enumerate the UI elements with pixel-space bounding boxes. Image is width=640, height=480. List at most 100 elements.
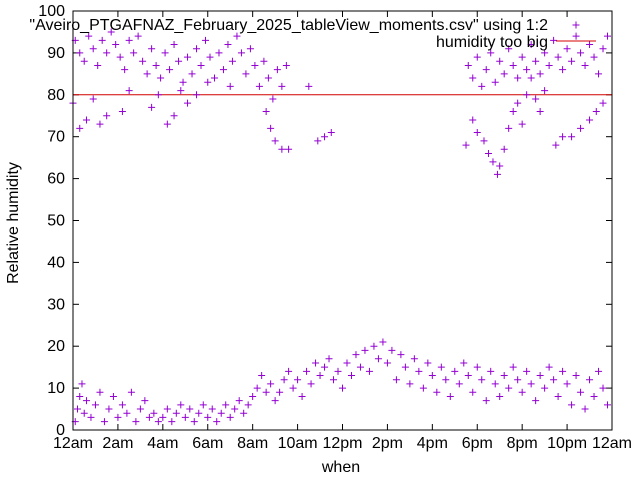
data-point — [179, 78, 187, 86]
data-point — [464, 372, 472, 380]
data-point — [514, 74, 522, 82]
data-point — [563, 45, 571, 53]
data-point — [273, 66, 281, 74]
data-point — [249, 392, 257, 400]
data-point — [532, 397, 540, 405]
data-point — [87, 413, 95, 421]
data-point — [527, 74, 535, 82]
data-point — [219, 66, 227, 74]
data-point — [181, 413, 189, 421]
data-point — [383, 359, 391, 367]
data-point — [505, 124, 513, 132]
data-point — [114, 413, 122, 421]
data-point — [496, 57, 504, 65]
data-point — [604, 32, 612, 40]
data-point — [109, 392, 117, 400]
data-point — [469, 74, 477, 82]
data-point — [599, 99, 607, 107]
y-tick-label-4: 40 — [47, 254, 65, 271]
data-point — [379, 338, 387, 346]
data-point — [347, 372, 355, 380]
data-point — [604, 401, 612, 409]
plot-area: 0 10 20 30 40 50 60 70 80 90 100 12am 2am 4am 6am 8am 10… — [38, 3, 632, 452]
data-point — [175, 57, 183, 65]
data-point — [233, 32, 241, 40]
data-point — [563, 380, 571, 388]
data-point — [267, 124, 275, 132]
data-point — [554, 392, 562, 400]
data-point — [237, 49, 245, 57]
data-point — [500, 372, 508, 380]
data-point — [460, 359, 468, 367]
data-point — [121, 66, 129, 74]
data-point — [482, 66, 490, 74]
data-point — [586, 41, 594, 49]
y-tick-label-10: 100 — [38, 3, 65, 20]
data-point — [159, 413, 167, 421]
data-point — [327, 129, 335, 137]
data-point — [152, 61, 160, 69]
x-tick-label-3: 6am — [192, 435, 223, 452]
data-point — [253, 384, 261, 392]
data-point — [437, 363, 445, 371]
x-tick-label-7: 2pm — [372, 435, 403, 452]
data-point — [581, 61, 589, 69]
data-point — [85, 32, 93, 40]
data-point — [473, 363, 481, 371]
data-point — [303, 367, 311, 375]
data-point — [136, 405, 144, 413]
data-point — [469, 388, 477, 396]
data-point — [289, 384, 297, 392]
y-tick-label-1: 10 — [47, 380, 65, 397]
data-point — [532, 95, 540, 103]
data-point — [599, 45, 607, 53]
data-point — [361, 346, 369, 354]
data-point — [267, 380, 275, 388]
data-point — [527, 41, 535, 49]
data-point — [123, 409, 131, 417]
y-axis-title: Relative humidity — [5, 162, 22, 284]
data-point — [307, 380, 315, 388]
data-point — [314, 137, 322, 145]
data-point — [586, 116, 594, 124]
data-point — [491, 380, 499, 388]
data-point — [532, 57, 540, 65]
data-point — [157, 74, 165, 82]
data-point — [480, 137, 488, 145]
data-point — [536, 70, 544, 78]
data-point — [581, 405, 589, 413]
data-point — [154, 418, 162, 426]
x-tick-label-2: 4am — [147, 435, 178, 452]
data-point — [78, 380, 86, 388]
data-point — [473, 129, 481, 137]
data-point — [145, 413, 153, 421]
x-tick-label-10: 8pm — [507, 435, 538, 452]
y-tick-label-2: 20 — [47, 338, 65, 355]
data-point — [260, 57, 268, 65]
data-point — [550, 376, 558, 384]
data-point — [316, 372, 324, 380]
legend-swatch-series-1 — [572, 21, 580, 29]
data-point — [554, 53, 562, 61]
data-point — [406, 380, 414, 388]
data-point — [262, 388, 270, 396]
data-point — [269, 95, 277, 103]
data-point — [352, 351, 360, 359]
data-point — [242, 70, 250, 78]
data-point — [455, 380, 463, 388]
plot-frame — [72, 10, 613, 431]
data-point — [130, 49, 138, 57]
data-point — [590, 392, 598, 400]
data-point — [446, 392, 454, 400]
data-point — [226, 82, 234, 90]
data-point — [76, 124, 84, 132]
data-point — [118, 108, 126, 116]
data-point — [559, 367, 567, 375]
data-point — [559, 66, 567, 74]
data-point — [321, 363, 329, 371]
data-point — [478, 376, 486, 384]
data-point — [107, 28, 115, 36]
y-tick-label-5: 50 — [47, 213, 65, 230]
data-point — [577, 124, 585, 132]
data-point — [80, 57, 88, 65]
